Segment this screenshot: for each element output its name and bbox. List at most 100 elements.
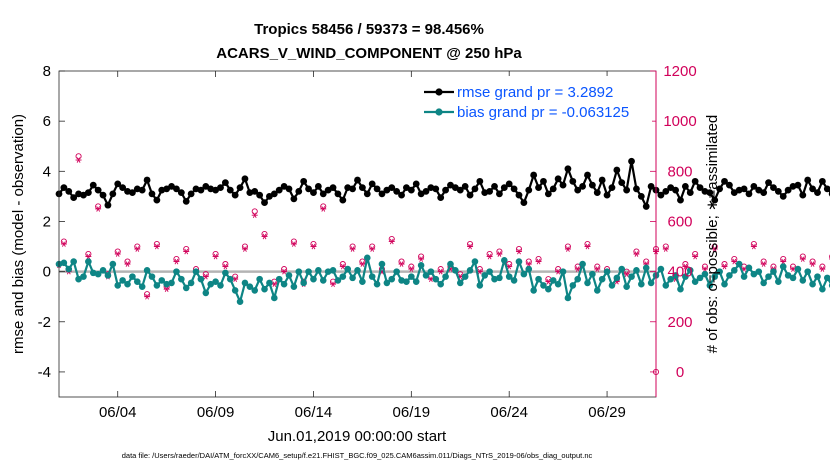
bias-point [85, 258, 92, 265]
bias-point [716, 268, 723, 275]
rmse-point [579, 182, 586, 190]
rmse-point [334, 190, 342, 198]
rmse-point [510, 185, 518, 193]
bias-point [148, 273, 156, 280]
bias-point [564, 294, 572, 302]
obs-assimilated-marker [369, 246, 376, 252]
obs-assimilated-stroke [517, 248, 521, 255]
bias-point [593, 287, 601, 294]
left-y-tick-label: 0 [43, 264, 51, 281]
data-file-footer: data file: /Users/raeder/DAI/ATM_forcXX/… [122, 451, 593, 460]
bias-point [755, 268, 763, 275]
bias-point [466, 267, 474, 274]
bias-point [383, 279, 391, 287]
obs-assimilated-stroke [243, 246, 247, 252]
rmse-point [256, 191, 264, 199]
bias-point [682, 273, 689, 280]
rmse-point [677, 196, 684, 204]
rmse-point [794, 181, 802, 189]
bias-point [501, 257, 508, 264]
bias-point [789, 274, 797, 282]
rmse-point [412, 180, 420, 188]
bias-point [819, 285, 826, 293]
obs-assimilated-marker [692, 253, 699, 260]
bias-point [447, 260, 454, 268]
rmse-point [314, 182, 322, 190]
rmse-point [456, 186, 464, 194]
bias-point [730, 267, 738, 274]
bias-point [760, 279, 767, 287]
rmse-point [765, 179, 772, 186]
rmse-point [696, 184, 704, 192]
bias-point [799, 277, 807, 284]
obs-assimilated-marker [809, 261, 816, 267]
rmse-point [584, 171, 591, 179]
rmse-point [603, 191, 611, 199]
bias-point [486, 268, 493, 275]
obs-assimilated-marker [682, 263, 689, 270]
bias-point [476, 282, 484, 289]
bias-point [691, 278, 699, 285]
rmse-point [466, 191, 474, 199]
rmse-point [295, 187, 303, 195]
obs-assimilated-marker [535, 258, 542, 265]
bias-point [153, 282, 161, 289]
rmse-point [784, 186, 792, 194]
rmse-series-group [55, 157, 830, 210]
x-axis-ticks: 06/04 06/09 06/14 06/19 06/24 06/29 [99, 71, 626, 421]
left-y-tick-label: -2 [38, 314, 51, 331]
rmse-point [109, 190, 117, 198]
obs-assimilated-stroke [321, 206, 326, 212]
obs-possible-marker [75, 153, 82, 160]
bias-point [686, 267, 694, 274]
obs-assimilated-stroke [477, 268, 482, 275]
obs-assimilated-marker [212, 253, 219, 260]
obs-assimilated-marker [574, 266, 581, 272]
rmse-point [275, 186, 283, 194]
rmse-point [540, 177, 547, 185]
obs-assimilated-stroke [751, 243, 756, 250]
obs-assimilated-stroke [820, 266, 825, 272]
bias-point [246, 283, 254, 290]
obs-assimilated-stroke [634, 251, 639, 257]
rmse-point [647, 182, 655, 190]
bias-point [119, 277, 126, 284]
rmse-point [564, 165, 572, 173]
obs-assimilated-stroke [507, 263, 512, 270]
bias-point [104, 272, 112, 279]
obs-assimilated-stroke [252, 212, 257, 219]
obs-assimilated-stroke [154, 243, 159, 250]
legend: rmse grand pr = 3.2892 bias grand pr = -… [420, 76, 652, 126]
obs-assimilated-marker [496, 251, 503, 257]
obs-assimilated-stroke [272, 281, 277, 287]
chart-title-line1: Tropics 58456 / 59373 = 98.456% [254, 21, 484, 38]
bias-point [60, 259, 68, 267]
obs-assimilated-stroke [62, 241, 66, 247]
rmse-point [823, 185, 830, 193]
bias-point [241, 279, 249, 287]
bias-point [231, 287, 239, 294]
rmse-point [613, 166, 621, 174]
bias-point [437, 280, 444, 288]
bias-point [628, 273, 635, 280]
bias-point [124, 280, 131, 288]
left-y-tick-label: 6 [43, 113, 51, 130]
bias-point [706, 282, 714, 289]
obs-assimilated-marker [623, 271, 630, 277]
obs-assimilated-marker [780, 258, 787, 265]
obs-assimilated-marker [711, 246, 718, 252]
obs-assimilated-marker [418, 256, 425, 262]
bias-point [584, 279, 591, 287]
x-tick-label: 06/04 [99, 404, 137, 421]
bias-point [535, 275, 542, 283]
obs-assimilated-marker [349, 246, 356, 252]
rmse-point [569, 177, 577, 185]
bias-point [226, 275, 234, 283]
obs-assimilated-stroke [536, 258, 541, 265]
bias-point [677, 285, 684, 293]
rmse-point [261, 199, 268, 207]
obs-assimilated-marker [515, 248, 522, 255]
obs-assimilated-marker [662, 246, 669, 252]
rmse-point [393, 187, 401, 195]
